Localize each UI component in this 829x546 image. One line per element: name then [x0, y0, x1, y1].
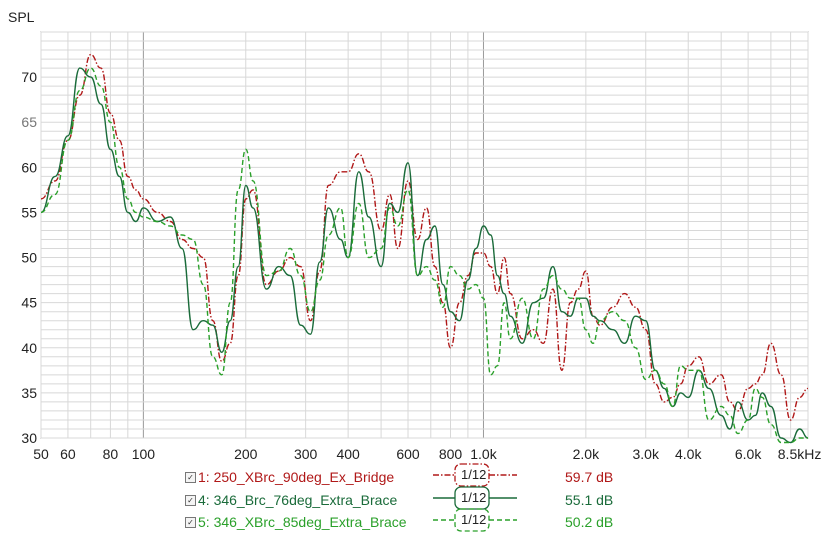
- y-tick-label: 35: [21, 385, 37, 401]
- legend-series-name: 4: 346_Brc_76deg_Extra_Brace: [198, 491, 398, 508]
- smoothing-badge[interactable]: 1/12: [433, 485, 517, 510]
- x-tick-label: 2.0k: [573, 446, 600, 462]
- y-tick-label: 30: [21, 430, 37, 446]
- smoothing-label: 1/12: [461, 467, 486, 482]
- x-tick-label: 600: [396, 446, 420, 462]
- y-tick-label: 65: [21, 114, 37, 130]
- x-tick-label: 6.0k: [735, 446, 762, 462]
- legend-value: 50.2 dB: [565, 514, 614, 530]
- y-tick-label: 55: [21, 204, 37, 220]
- series-layer: [40, 53, 809, 444]
- x-tick-label: 800: [439, 446, 463, 462]
- x-tick-label: 1.0k: [470, 446, 497, 462]
- series-line-1: [40, 53, 809, 421]
- x-tick-label: 50: [33, 446, 49, 462]
- y-axis-label: SPL: [8, 9, 35, 25]
- y-tick-label: 40: [21, 340, 37, 356]
- x-tick-label: 80: [103, 446, 119, 462]
- smoothing-label: 1/12: [461, 512, 486, 527]
- x-tick-label: 3.0k: [633, 446, 660, 462]
- smoothing-badge[interactable]: 1/12: [433, 463, 517, 487]
- checkbox-icon[interactable]: ✓: [185, 494, 196, 506]
- legend-series-name: 5: 346_XBrc_85deg_Extra_Brace: [198, 514, 407, 530]
- x-tick-label: 300: [294, 446, 318, 462]
- y-tick-label: 50: [21, 250, 37, 266]
- legend-value: 55.1 dB: [565, 491, 614, 508]
- tick-labels: 30 35 40 45 50 55 60 65 70 50 60 80 100 200 300 400 600 8…: [21, 69, 821, 462]
- legend-value: 59.7 dB: [565, 469, 614, 485]
- checkbox-icon[interactable]: ✓: [185, 472, 196, 483]
- x-tick-label: 100: [132, 446, 156, 462]
- smoothing-badge-outline: [454, 508, 490, 532]
- grid: [40, 31, 809, 439]
- legend-series-name: 1: 250_XBrc_90deg_Ex_Bridge: [198, 469, 395, 485]
- x-tick-label: 60: [60, 446, 76, 462]
- series-line-2: [40, 67, 809, 444]
- smoothing-label: 1/12: [461, 490, 486, 505]
- x-tick-label: 400: [336, 446, 360, 462]
- x-tick-label: 4.0k: [675, 446, 702, 462]
- x-tick-label: 8.5kHz: [778, 446, 822, 462]
- plot-area: [40, 31, 809, 439]
- y-tick-label: 60: [21, 159, 37, 175]
- y-tick-label: 45: [21, 295, 37, 311]
- checkbox-icon[interactable]: ✓: [185, 517, 196, 528]
- series-line-3: [40, 67, 808, 444]
- y-tick-label: 70: [21, 69, 37, 85]
- smoothing-badge[interactable]: 1/12: [433, 508, 517, 532]
- x-tick-label: 200: [234, 446, 258, 462]
